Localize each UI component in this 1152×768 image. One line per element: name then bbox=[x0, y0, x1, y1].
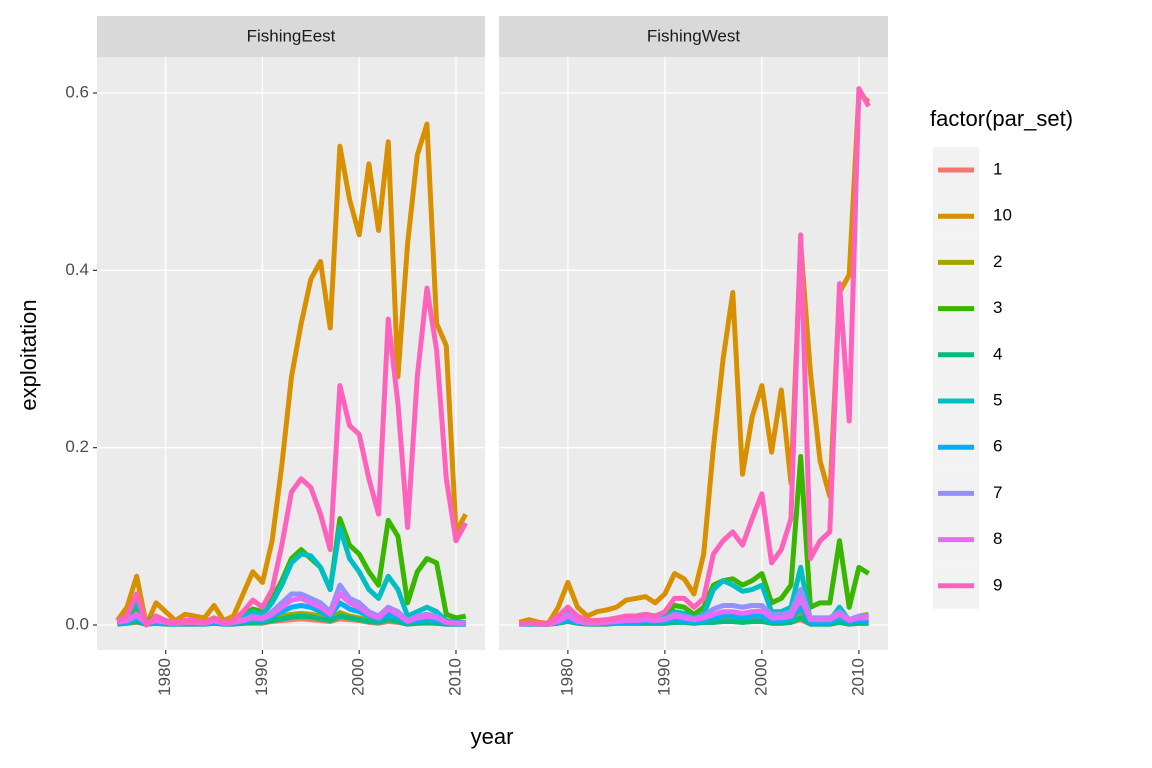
x-tick-label: 2000 bbox=[349, 658, 368, 696]
strip-label: FishingWest bbox=[647, 26, 740, 45]
legend-label: 9 bbox=[993, 575, 1002, 594]
strip bbox=[499, 16, 888, 57]
x-tick-label: 2010 bbox=[848, 658, 867, 696]
x-axis-title: year bbox=[471, 724, 514, 749]
legend-label: 5 bbox=[993, 390, 1002, 409]
x-tick-label: 1980 bbox=[557, 658, 576, 696]
strip-label: FishingEest bbox=[247, 26, 336, 45]
x-tick-label: 1980 bbox=[155, 658, 174, 696]
x-tick-label: 2000 bbox=[751, 658, 770, 696]
y-tick-label: 0.4 bbox=[65, 260, 89, 279]
series-line bbox=[519, 86, 871, 626]
x-tick-label: 2010 bbox=[445, 658, 464, 696]
x-tick-label: 1990 bbox=[252, 658, 271, 696]
y-tick-label: 0.0 bbox=[65, 614, 89, 633]
legend-label: 8 bbox=[993, 529, 1002, 548]
legend-label: 4 bbox=[993, 344, 1002, 363]
legend-title: factor(par_set) bbox=[930, 106, 1073, 131]
series-line bbox=[116, 285, 468, 628]
legend-label: 3 bbox=[993, 298, 1002, 317]
y-tick-label: 0.6 bbox=[65, 82, 89, 101]
legend-label: 10 bbox=[993, 206, 1012, 225]
y-tick-label: 0.2 bbox=[65, 437, 89, 456]
legend-label: 6 bbox=[993, 437, 1002, 456]
series-line bbox=[518, 90, 871, 626]
legend-label: 7 bbox=[993, 483, 1002, 502]
y-axis-title: exploitation bbox=[16, 299, 41, 410]
legend-label: 1 bbox=[993, 159, 1002, 178]
series-line bbox=[519, 595, 869, 627]
panel-background bbox=[499, 57, 888, 650]
strip bbox=[97, 16, 485, 57]
legend-label: 2 bbox=[993, 252, 1002, 271]
x-tick-label: 1990 bbox=[654, 658, 673, 696]
